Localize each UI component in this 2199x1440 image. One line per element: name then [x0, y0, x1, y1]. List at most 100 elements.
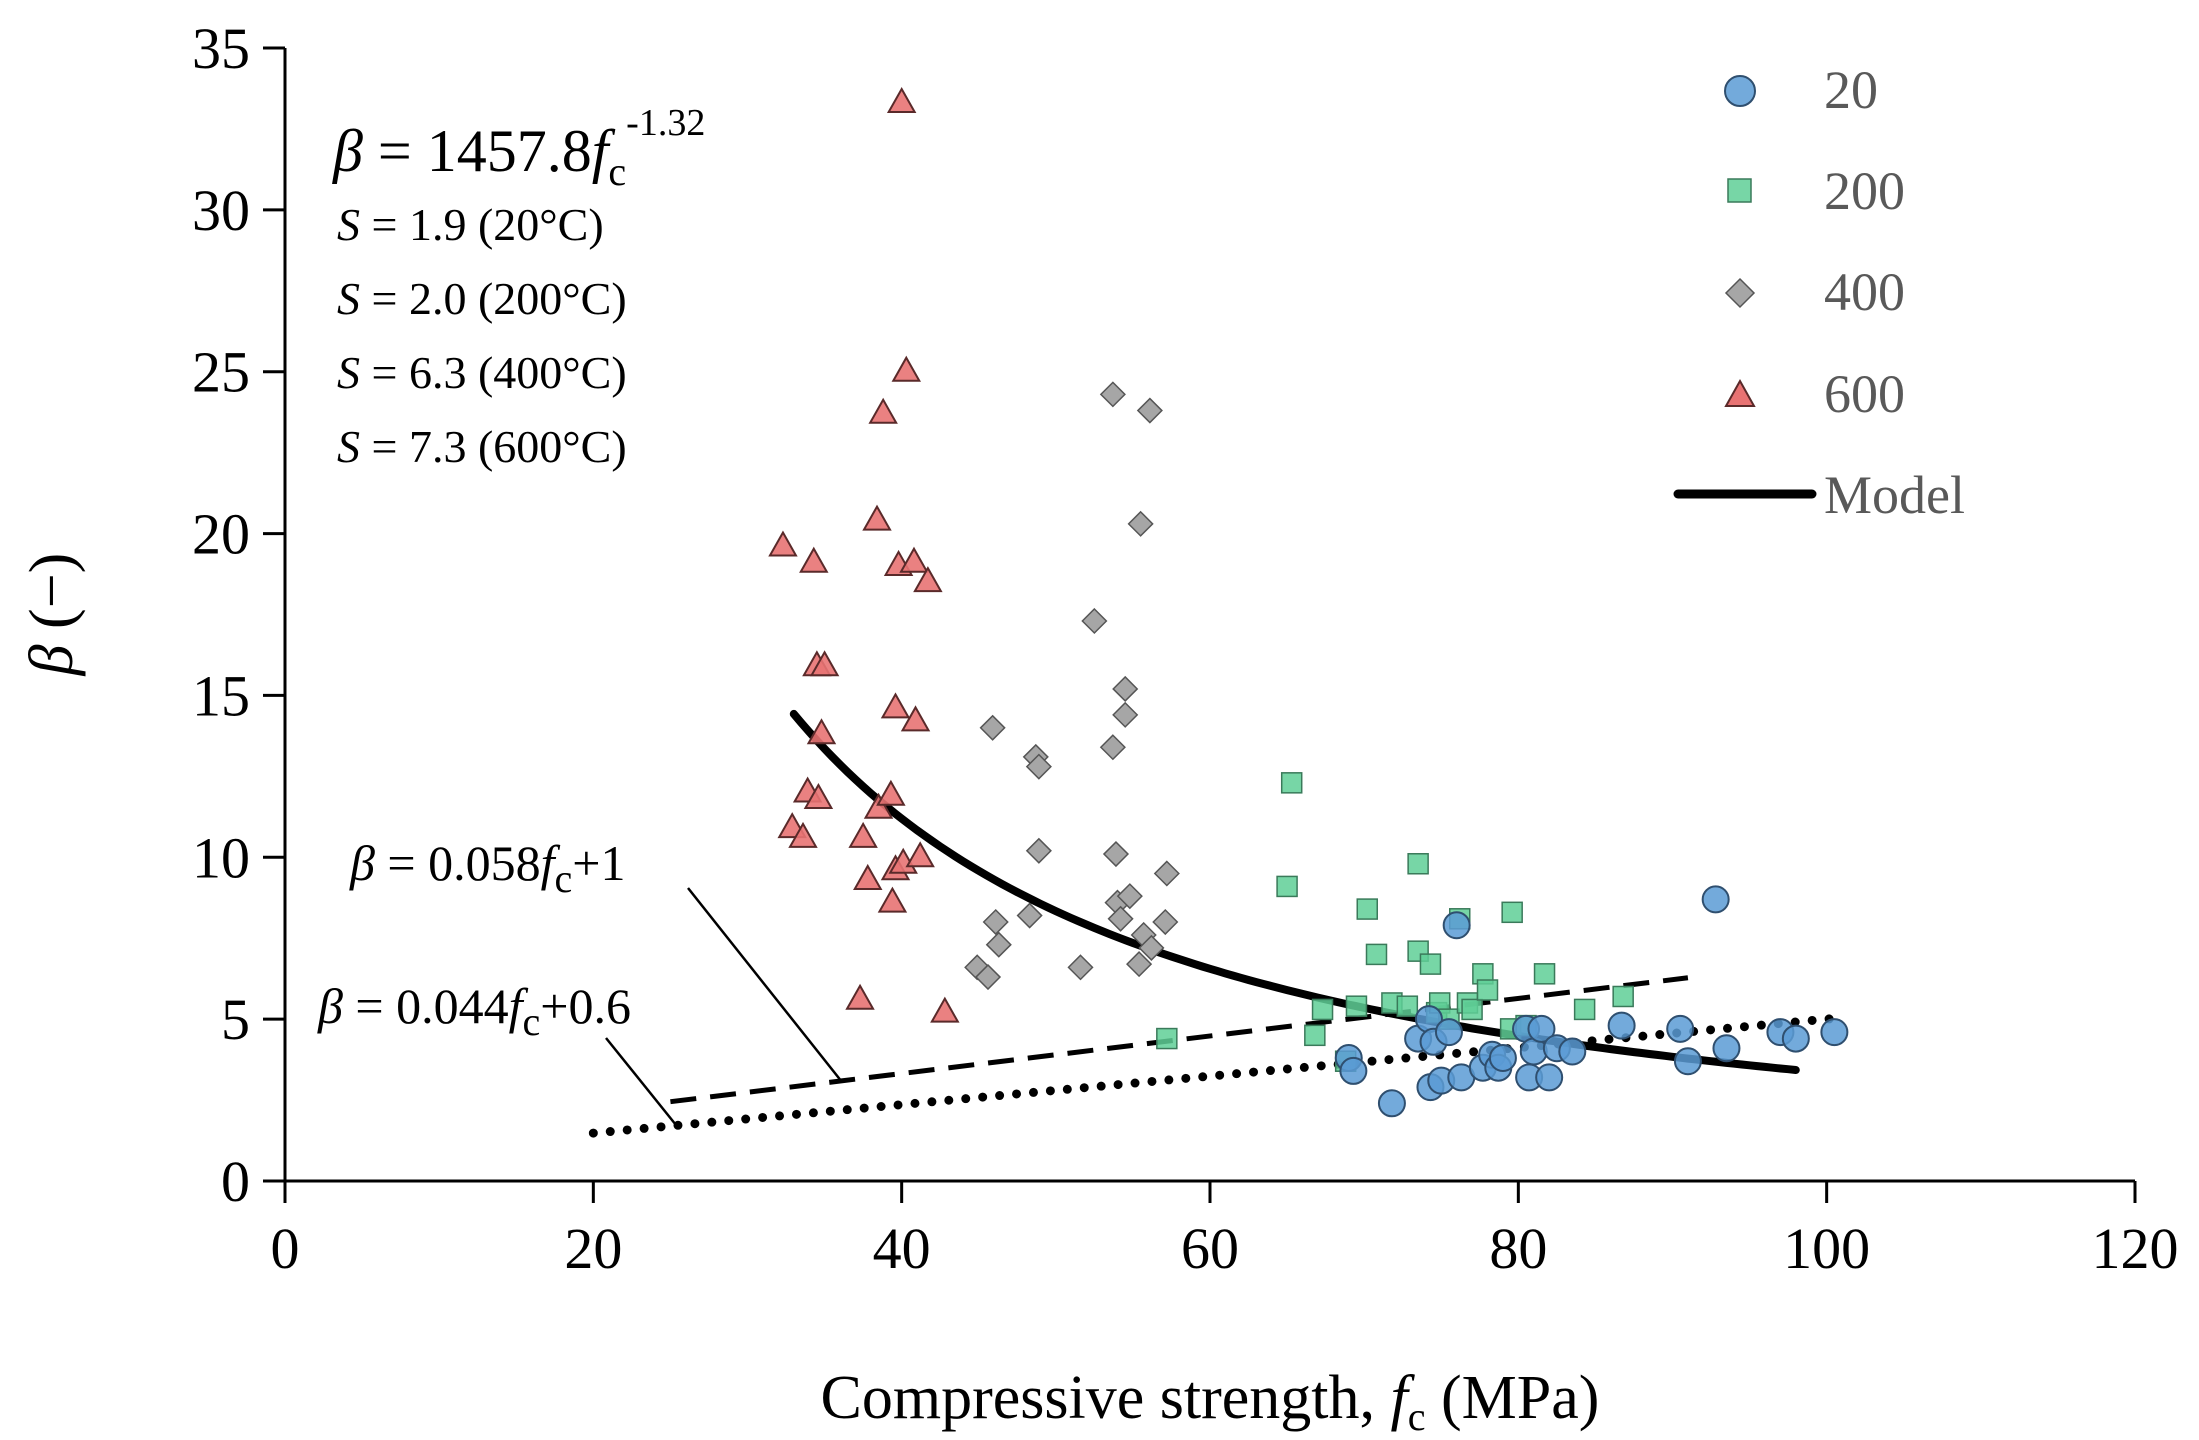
- marker-200: [1345, 995, 1368, 1017]
- x-tick-label: 80: [1489, 1216, 1547, 1281]
- y-tick-label: 25: [192, 340, 250, 405]
- marker-600: [905, 841, 935, 868]
- marker-20: [1339, 1056, 1368, 1085]
- marker-600: [845, 983, 875, 1010]
- marker-600: [799, 546, 829, 573]
- marker-20: [1820, 1018, 1849, 1047]
- marker-600: [930, 996, 960, 1023]
- model-curve: [789, 709, 1800, 1074]
- marker-200: [1419, 953, 1442, 975]
- y-tick-label: 30: [192, 178, 250, 243]
- marker-400: [979, 714, 1006, 741]
- marker-600: [880, 692, 911, 719]
- x-tick-label: 100: [1783, 1216, 1870, 1281]
- x-tick-label: 20: [564, 1216, 622, 1281]
- marker-200: [1461, 998, 1483, 1021]
- marker-400: [1067, 954, 1094, 981]
- marker-400: [1025, 837, 1052, 864]
- marker-200: [1612, 985, 1634, 1008]
- marker-400: [1107, 905, 1134, 932]
- marker-20: [1558, 1037, 1587, 1066]
- marker-20: [1673, 1047, 1702, 1076]
- marker-600: [853, 863, 883, 890]
- x-tick-label: 40: [873, 1216, 931, 1281]
- marker-600: [877, 886, 908, 913]
- marker-200: [1501, 901, 1523, 924]
- legend-label-model: Model: [1824, 465, 1965, 525]
- marker-400: [1127, 510, 1154, 537]
- dot-line-equation: β = 0.044fc+0.6: [317, 978, 631, 1044]
- marker-400: [1116, 883, 1143, 910]
- marker-200: [1396, 995, 1419, 1017]
- model-equation: β = 1457.8fc-1.32: [332, 102, 705, 194]
- marker-20: [1607, 1011, 1636, 1040]
- marker-20: [1442, 911, 1471, 940]
- marker-400: [1126, 951, 1153, 978]
- marker-600: [788, 821, 818, 848]
- y-tick-label: 10: [192, 825, 250, 890]
- linear-fit-dotted-line: [588, 1013, 1847, 1138]
- marker-400: [1112, 675, 1139, 703]
- marker-600: [913, 566, 943, 593]
- marker-200: [1476, 979, 1499, 1001]
- y-axis-title: β (−): [18, 553, 86, 677]
- x-axis-title: Compressive strength, fc (MPa): [821, 1364, 1600, 1439]
- marker-600: [863, 792, 894, 819]
- marker-20: [1781, 1024, 1810, 1053]
- marker-20: [1712, 1034, 1741, 1063]
- marker-20: [1488, 1043, 1517, 1072]
- legend-marker-600: [1724, 378, 1756, 407]
- legend-label-600: 600: [1824, 364, 1905, 424]
- dash-eq-leader-line: [687, 887, 843, 1083]
- legend-marker-200: [1727, 178, 1752, 203]
- x-tick-label: 60: [1181, 1216, 1239, 1281]
- marker-400: [1081, 607, 1108, 635]
- marker-200: [1276, 875, 1298, 898]
- marker-200: [1573, 998, 1596, 1021]
- marker-600: [876, 779, 906, 806]
- marker-200: [1311, 998, 1334, 1021]
- marker-200: [1365, 943, 1388, 966]
- marker-400: [1016, 902, 1043, 929]
- legend-label-20: 20: [1824, 60, 1878, 120]
- marker-600: [862, 504, 892, 531]
- s-value-400: S = 6.3 (400°C): [337, 347, 627, 398]
- marker-400: [974, 963, 1002, 991]
- marker-20: [1701, 885, 1730, 914]
- fit-lines: [588, 709, 1847, 1138]
- marker-400: [1025, 753, 1052, 780]
- legend: 20 200 400 600 Model: [1673, 60, 1965, 525]
- marker-20: [1535, 1063, 1564, 1092]
- y-tick-label: 0: [221, 1149, 250, 1214]
- legend-label-400: 400: [1824, 262, 1905, 322]
- marker-600: [848, 821, 878, 848]
- dash-line-equation: β = 0.058fc+1: [349, 835, 625, 901]
- marker-600: [803, 782, 834, 810]
- marker-600: [899, 546, 929, 573]
- s-value-20: S = 1.9 (20°C): [337, 199, 604, 250]
- marker-200: [1280, 772, 1303, 794]
- y-tick-label: 35: [192, 16, 250, 81]
- marker-400: [1099, 381, 1126, 408]
- marker-20: [1377, 1089, 1406, 1118]
- marker-400: [1102, 840, 1130, 868]
- marker-20: [1434, 1018, 1463, 1047]
- x-tick-label: 120: [2092, 1216, 2179, 1281]
- marker-20: [1527, 1014, 1556, 1043]
- s-value-200: S = 2.0 (200°C): [337, 273, 627, 324]
- marker-400: [1153, 860, 1180, 887]
- marker-400: [1136, 397, 1163, 424]
- marker-400: [985, 931, 1012, 958]
- marker-400: [1099, 734, 1126, 761]
- marker-600: [868, 397, 898, 424]
- marker-200: [1407, 853, 1429, 875]
- x-ticks: 0 20 40 60 80 100 120: [271, 1181, 2179, 1281]
- marker-600: [809, 650, 840, 677]
- x-tick-label: 0: [271, 1216, 300, 1281]
- marker-600: [891, 355, 922, 382]
- marker-600: [768, 530, 798, 557]
- marker-200: [1356, 898, 1378, 920]
- data-markers: [768, 86, 1849, 1118]
- y-tick-label: 20: [192, 502, 250, 567]
